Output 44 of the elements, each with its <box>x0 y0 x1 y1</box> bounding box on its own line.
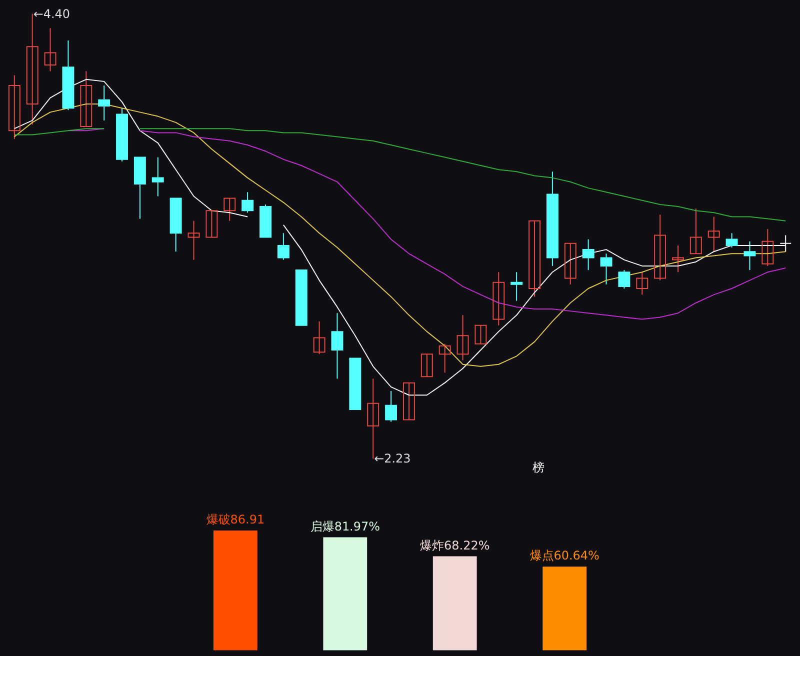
bar <box>213 530 258 650</box>
candlestick <box>690 208 702 254</box>
candlestick <box>762 228 774 266</box>
bar <box>323 537 368 650</box>
candlestick <box>402 382 415 420</box>
candlestick <box>726 232 738 248</box>
candlestick <box>438 343 451 374</box>
candlestick <box>474 324 487 344</box>
candlestick <box>313 320 326 355</box>
candlestick <box>152 156 164 197</box>
candlestick <box>385 390 398 422</box>
candlestick <box>564 242 576 285</box>
candlestick <box>206 210 218 238</box>
candlestick <box>618 270 630 290</box>
annotation: ←2.23 <box>374 452 411 466</box>
candlestick <box>582 238 594 271</box>
candlestick <box>708 216 720 252</box>
data-label: 爆破86.91 <box>206 512 265 527</box>
candlestick <box>44 28 56 72</box>
candlestick <box>456 314 469 361</box>
data-label: 爆点60.64% <box>530 548 600 563</box>
candlestick <box>420 354 433 378</box>
bar <box>432 556 477 650</box>
candlestick <box>744 240 756 271</box>
candlestick <box>636 272 648 296</box>
candlestick <box>492 272 505 326</box>
candlestick <box>188 220 200 260</box>
text: 榜 <box>532 460 545 475</box>
candlestick <box>528 220 540 298</box>
candlestick <box>277 232 290 260</box>
candlestick <box>600 253 612 285</box>
candlestick <box>8 74 20 140</box>
candlestick <box>98 85 110 121</box>
candlestick <box>654 214 666 281</box>
candlestick <box>672 244 684 273</box>
data-label: 启爆81.97% <box>310 519 380 534</box>
candlestick <box>242 192 254 214</box>
data-label: 爆炸68.22% <box>420 538 490 552</box>
candlestick <box>80 70 92 128</box>
candlestick <box>224 198 236 222</box>
bar <box>542 566 587 650</box>
candlestick <box>510 272 523 302</box>
candlestick <box>331 312 344 380</box>
annotation: ←4.40 <box>33 6 70 21</box>
